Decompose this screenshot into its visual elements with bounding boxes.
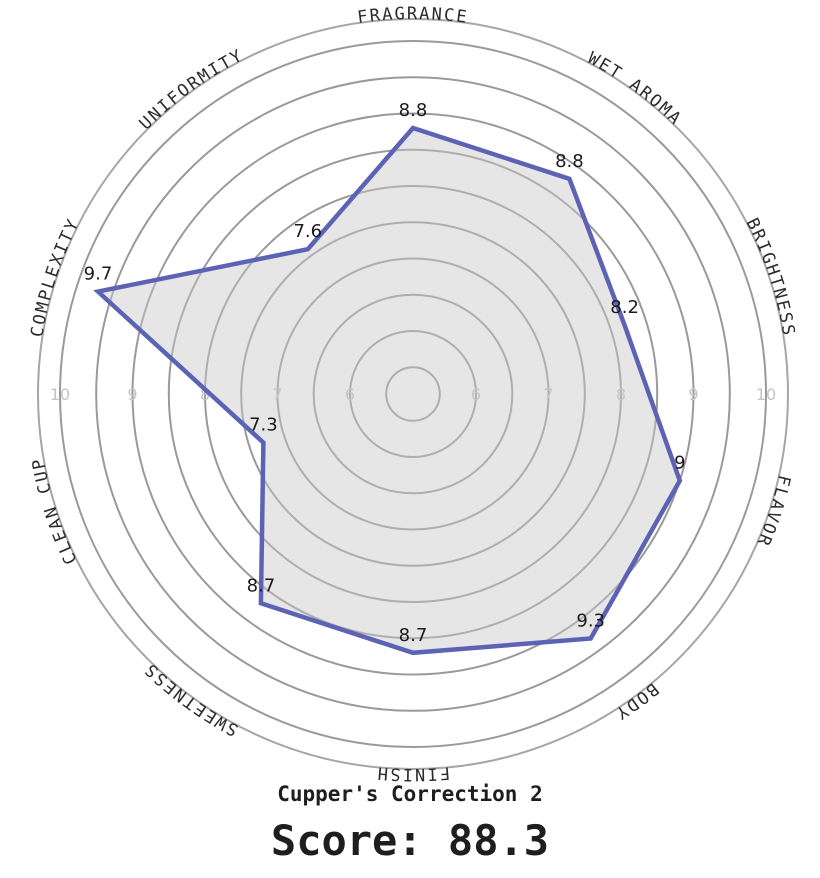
data-label: 9.7: [84, 264, 113, 285]
axis-label: FRAGRANCE: [356, 4, 470, 28]
outer-ring: [37, 18, 789, 770]
axis-label: BODY: [610, 678, 662, 723]
chart-caption: Cupper's Correction 2: [277, 782, 543, 806]
radial-tick-labels: 6 6 7 7 8 8 9 9 10 10: [50, 385, 776, 404]
axis-label: FLAVOR: [752, 473, 794, 550]
radial-tick-label: 8: [200, 385, 210, 404]
data-labels: 8.8 8.8 8.2 9 9.3 8.7 8.7 7.3 9.7 7.6: [84, 100, 686, 646]
radial-tick-label: 8: [616, 385, 626, 404]
score-label: Score:: [270, 816, 423, 865]
radial-tick-label: 7: [543, 385, 553, 404]
radial-tick-label: 9: [127, 385, 137, 404]
grid-ring: [349, 330, 477, 458]
grid-ring: [276, 257, 550, 531]
series-area: [93, 125, 683, 656]
grid-ring: [385, 366, 441, 422]
axis-label: BRIGHTNESS: [742, 215, 799, 339]
radial-tick-label: 6: [471, 385, 481, 404]
radial-tick-label: 10: [50, 385, 70, 404]
grid-ring: [95, 76, 731, 712]
axis-label: SWEETNESS: [140, 658, 242, 739]
grid-ring: [312, 293, 514, 495]
data-label: 8.8: [555, 151, 584, 172]
grid-ring: [59, 40, 767, 748]
radial-tick-label: 10: [756, 385, 776, 404]
data-label: 8.7: [247, 575, 276, 596]
axis-label: COMPLEXITY: [27, 215, 84, 339]
grid-ring: [204, 185, 622, 603]
grid-rings: [37, 18, 789, 770]
data-label: 7.6: [293, 221, 322, 242]
score-value: 88.3: [447, 816, 550, 865]
radial-tick-label: 7: [272, 385, 282, 404]
axis-label: FINISH: [375, 762, 451, 784]
axis-label: WET AROMA: [584, 48, 686, 129]
data-label: 8.2: [610, 297, 639, 318]
data-label: 8.7: [399, 625, 428, 646]
data-label: 9: [674, 453, 685, 474]
data-label: 7.3: [249, 415, 278, 436]
radar-chart: 6 6 7 7 8 8 9 9 10 10 8.8 8.8 8.2 9 9.3 8.7 8.7 7.3 9.7 7.…: [27, 4, 799, 784]
data-label: 9.3: [576, 611, 605, 632]
radial-tick-label: 6: [345, 385, 355, 404]
axis-label: CLEAN CUP: [28, 455, 81, 567]
radial-tick-label: 9: [688, 385, 698, 404]
grid-ring: [167, 148, 659, 640]
score-line: Score: 88.3: [0, 816, 820, 865]
grid-ring: [131, 112, 695, 676]
data-label: 8.8: [399, 100, 428, 121]
data-series: [93, 125, 683, 656]
grid-ring: [240, 221, 586, 567]
axis-label: UNIFORMITY: [136, 45, 248, 134]
